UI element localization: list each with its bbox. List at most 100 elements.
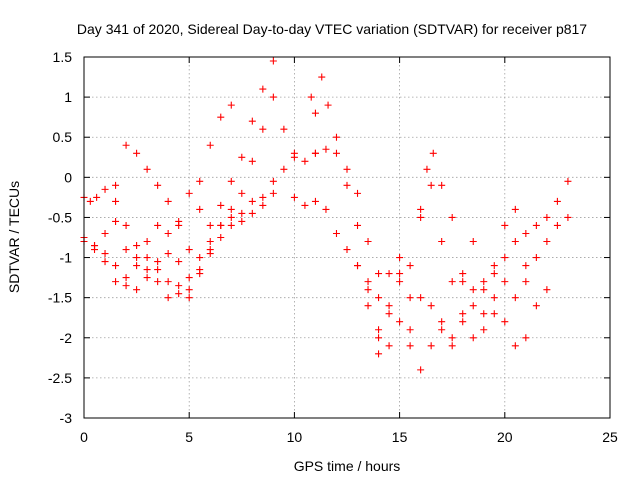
data-point — [133, 149, 141, 157]
data-point — [522, 334, 530, 342]
series-track-3 — [80, 57, 277, 262]
data-point — [522, 229, 530, 237]
data-point — [112, 181, 120, 189]
data-point — [185, 189, 193, 197]
series-track-10 — [290, 145, 383, 278]
data-point — [406, 326, 414, 334]
y-tick-label: 0 — [64, 169, 72, 185]
data-point — [112, 278, 120, 286]
data-point — [101, 185, 109, 193]
data-point — [93, 193, 101, 201]
data-point — [553, 221, 561, 229]
data-point — [122, 221, 130, 229]
data-point — [396, 270, 404, 278]
data-point — [101, 258, 109, 266]
data-point — [318, 73, 326, 81]
y-tick-label: -2 — [60, 330, 73, 346]
data-point — [406, 342, 414, 350]
data-point — [280, 125, 288, 133]
data-point — [448, 278, 456, 286]
data-point — [438, 181, 446, 189]
data-point — [375, 350, 383, 358]
data-point — [343, 181, 351, 189]
data-point — [175, 282, 183, 290]
data-point — [511, 294, 519, 302]
data-point — [206, 250, 214, 258]
data-point — [122, 246, 130, 254]
data-point — [311, 149, 319, 157]
x-tick-label: 20 — [497, 429, 513, 445]
data-point — [438, 326, 446, 334]
data-point — [417, 366, 425, 374]
data-point — [532, 254, 540, 262]
x-tick-label: 0 — [80, 429, 88, 445]
data-point — [543, 213, 551, 221]
y-tick-label: -3 — [60, 410, 73, 426]
data-point — [324, 101, 332, 109]
data-point — [311, 197, 319, 205]
data-point — [133, 262, 141, 270]
data-point — [238, 209, 246, 217]
data-point — [301, 157, 309, 165]
series-track-7 — [311, 149, 572, 334]
data-point — [238, 153, 246, 161]
y-tick-label: -1.5 — [48, 290, 72, 306]
data-point — [343, 246, 351, 254]
data-point — [227, 221, 235, 229]
data-point — [206, 221, 214, 229]
x-tick-label: 5 — [185, 429, 193, 445]
data-point — [438, 318, 446, 326]
data-point — [196, 177, 204, 185]
data-point — [133, 254, 141, 262]
data-point — [343, 165, 351, 173]
series-track-6 — [307, 73, 572, 358]
data-point — [375, 270, 383, 278]
data-point — [364, 238, 372, 246]
data-point — [459, 318, 467, 326]
data-point — [248, 117, 256, 125]
data-point — [217, 201, 225, 209]
data-point — [490, 262, 498, 270]
data-point — [480, 326, 488, 334]
data-points — [80, 57, 572, 374]
data-point — [469, 334, 477, 342]
data-point — [364, 278, 372, 286]
data-point — [396, 318, 404, 326]
axis-ticks: 0 5 10 15 20 25 -3 -2.5 -2 -1.5 -1 -0.5 0 0.5 1 1.5 — [48, 49, 618, 445]
data-point — [564, 177, 572, 185]
data-point — [175, 258, 183, 266]
data-point — [354, 262, 362, 270]
data-point — [564, 213, 572, 221]
data-point — [164, 250, 172, 258]
y-tick-label: 0.5 — [53, 129, 73, 145]
data-point — [290, 153, 298, 161]
data-point — [91, 242, 99, 250]
data-point — [122, 141, 130, 149]
data-point — [301, 201, 309, 209]
data-point — [417, 294, 425, 302]
data-point — [133, 242, 141, 250]
data-point — [259, 193, 267, 201]
data-point — [164, 294, 172, 302]
data-point — [101, 229, 109, 237]
data-point — [269, 57, 277, 65]
data-point — [164, 197, 172, 205]
data-point — [280, 165, 288, 173]
data-point — [86, 197, 94, 205]
data-point — [543, 286, 551, 294]
data-point — [154, 278, 162, 286]
series-track-9 — [375, 238, 530, 374]
data-point — [112, 262, 120, 270]
data-point — [322, 205, 330, 213]
data-point — [259, 125, 267, 133]
data-point — [248, 209, 256, 217]
data-point — [417, 213, 425, 221]
data-point — [385, 310, 393, 318]
data-point — [501, 221, 509, 229]
data-point — [290, 193, 298, 201]
data-point — [354, 189, 362, 197]
data-point — [269, 177, 277, 185]
data-point — [196, 266, 204, 274]
data-point — [511, 205, 519, 213]
